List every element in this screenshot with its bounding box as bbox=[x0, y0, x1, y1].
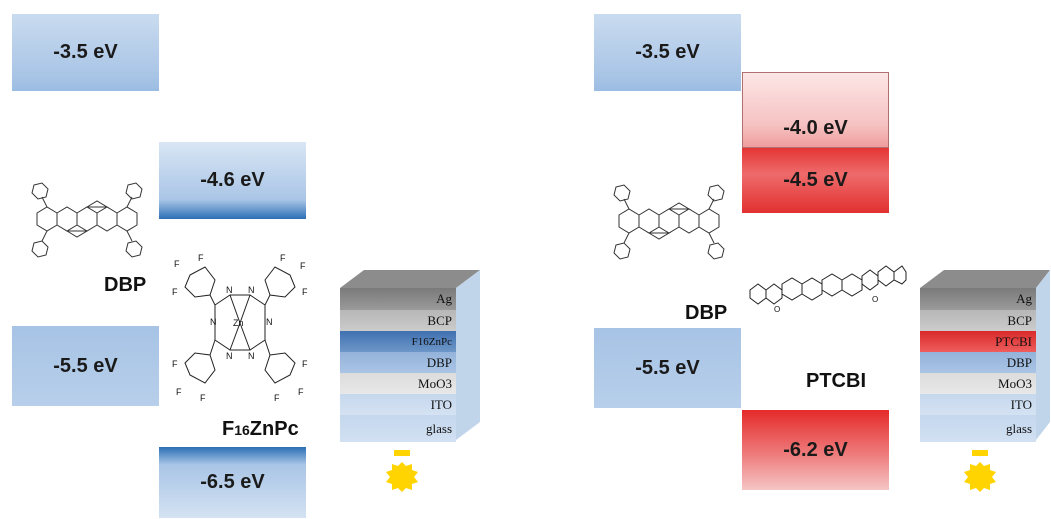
device-stack-left: Ag BCP F16ZnPc DBP MoO3 ITO glass bbox=[340, 270, 480, 445]
svg-text:F: F bbox=[280, 253, 286, 263]
stack-layer-f16znpc: F16ZnPc bbox=[340, 331, 456, 352]
svg-text:F: F bbox=[302, 359, 308, 369]
energy-label: -5.5 eV bbox=[635, 356, 700, 379]
svg-text:N: N bbox=[248, 285, 255, 295]
svg-text:F: F bbox=[172, 359, 178, 369]
layer-label: glass bbox=[1006, 420, 1032, 436]
layer-label: PTCBI bbox=[995, 333, 1032, 349]
ptcbi-molecule: OO bbox=[749, 265, 907, 314]
energy-label: -4.5 eV bbox=[783, 169, 848, 191]
dbp-molecule bbox=[31, 182, 143, 258]
svg-text:F: F bbox=[298, 387, 304, 397]
stack-layer-dbp: DBP bbox=[920, 352, 1036, 373]
svg-text:F: F bbox=[174, 259, 180, 269]
svg-text:F: F bbox=[302, 287, 308, 297]
energy-label: -6.2 eV bbox=[783, 438, 848, 461]
stack-layer-moo3: MoO3 bbox=[920, 373, 1036, 394]
energy-label: -3.5 eV bbox=[53, 41, 118, 63]
dbp-lumo-level-left: -3.5 eV bbox=[12, 14, 159, 91]
svg-text:F: F bbox=[172, 287, 178, 297]
layer-label: BCP bbox=[1007, 312, 1032, 328]
sun-icon bbox=[386, 450, 418, 492]
stack-layer-ag: Ag bbox=[920, 288, 1036, 310]
svg-text:N: N bbox=[226, 285, 233, 295]
layer-label: F16ZnPc bbox=[411, 335, 452, 348]
ptcbi-lumo-level-a: -4.0 eV bbox=[742, 72, 889, 148]
f16znpc-molecule: Zn F F F F F F F F F F F F N N N N N N bbox=[172, 253, 308, 403]
svg-text:O: O bbox=[872, 295, 878, 304]
ptcbi-lumo-level-b: -4.5 eV bbox=[742, 148, 889, 213]
energy-label: -6.5 eV bbox=[200, 471, 265, 493]
device-stack-right: Ag BCP PTCBI DBP MoO3 ITO glass bbox=[920, 270, 1050, 445]
svg-text:N: N bbox=[248, 351, 255, 361]
dbp-label-right: DBP bbox=[685, 302, 728, 324]
svg-text:N: N bbox=[266, 317, 273, 327]
stack-layer-ptcbi: PTCBI bbox=[920, 331, 1036, 352]
layer-label: glass bbox=[426, 420, 452, 436]
layer-label: Ag bbox=[436, 291, 452, 306]
svg-text:N: N bbox=[226, 351, 233, 361]
stack-layer-glass: glass bbox=[340, 415, 456, 442]
svg-text:Zn: Zn bbox=[233, 318, 244, 328]
f16znpc-lumo-level: -4.6 eV bbox=[159, 142, 306, 219]
energy-label: -4.0 eV bbox=[783, 116, 848, 139]
dbp-molecule bbox=[613, 184, 725, 260]
energy-label: -4.6 eV bbox=[200, 169, 265, 191]
energy-label: -5.5 eV bbox=[53, 354, 118, 377]
f16znpc-homo-level: -6.5 eV bbox=[159, 447, 306, 518]
stack-layer-moo3: MoO3 bbox=[340, 373, 456, 394]
stack-layer-bcp: BCP bbox=[340, 310, 456, 331]
sun-icon bbox=[964, 450, 996, 492]
layer-label: DBP bbox=[426, 354, 452, 370]
stack-layer-ito: ITO bbox=[920, 394, 1036, 415]
energy-label: -3.5 eV bbox=[635, 41, 700, 63]
dbp-homo-level-left: -5.5 eV bbox=[12, 326, 159, 406]
svg-text:O: O bbox=[774, 305, 780, 314]
svg-text:F: F bbox=[274, 393, 280, 403]
svg-text:N: N bbox=[210, 317, 217, 327]
svg-text:F: F bbox=[300, 261, 306, 271]
dbp-homo-level-right: -5.5 eV bbox=[594, 328, 741, 408]
stack-layer-ag: Ag bbox=[340, 288, 456, 310]
f16znpc-label: F16ZnPc bbox=[222, 418, 299, 440]
svg-text:F: F bbox=[176, 387, 182, 397]
stack-layer-ito: ITO bbox=[340, 394, 456, 415]
stack-layer-bcp: BCP bbox=[920, 310, 1036, 331]
ptcbi-label: PTCBI bbox=[806, 370, 866, 392]
dbp-lumo-level-right: -3.5 eV bbox=[594, 14, 741, 91]
svg-text:F: F bbox=[200, 393, 206, 403]
svg-text:F: F bbox=[198, 253, 204, 263]
layer-label: ITO bbox=[1010, 396, 1032, 412]
ptcbi-homo-level: -6.2 eV bbox=[742, 410, 889, 490]
layer-label: Ag bbox=[1016, 291, 1032, 306]
stack-layer-glass: glass bbox=[920, 415, 1036, 442]
layer-label: MoO3 bbox=[998, 375, 1032, 391]
stack-layer-dbp: DBP bbox=[340, 352, 456, 373]
dbp-label-left: DBP bbox=[104, 274, 147, 296]
layer-label: DBP bbox=[1006, 354, 1032, 370]
layer-label: BCP bbox=[427, 312, 452, 328]
layer-label: MoO3 bbox=[418, 375, 452, 391]
layer-label: ITO bbox=[430, 396, 452, 412]
